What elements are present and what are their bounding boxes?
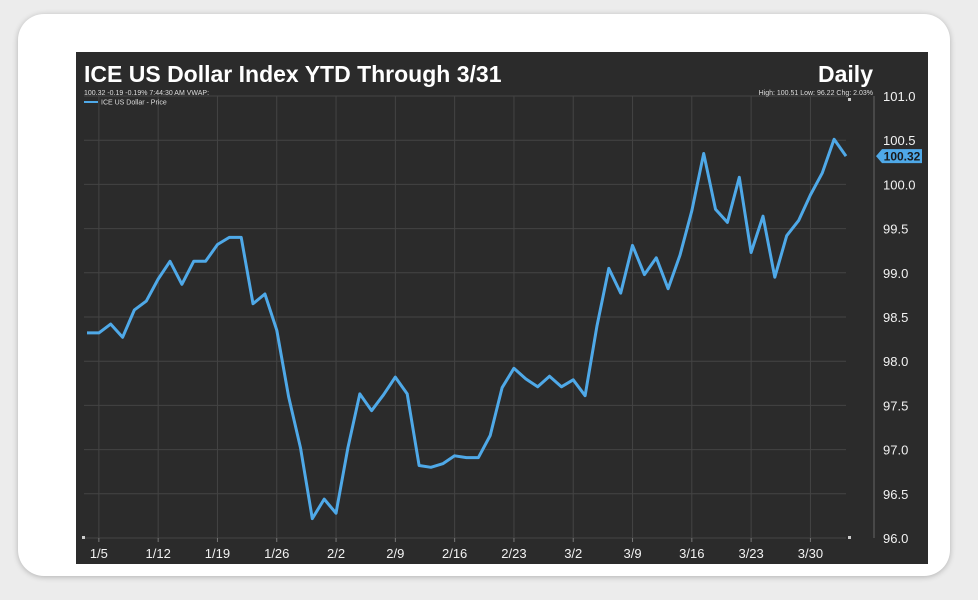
- y-tick-label: 101.0: [883, 89, 916, 104]
- plot-corner-marker: [848, 98, 851, 101]
- plot-corner-marker: [848, 536, 851, 539]
- x-tick-label: 3/16: [679, 546, 704, 561]
- y-tick-label: 96.0: [883, 531, 908, 546]
- x-tick-label: 1/5: [90, 546, 108, 561]
- x-tick-label: 1/19: [205, 546, 230, 561]
- series-line: [87, 137, 848, 521]
- x-tick-label: 3/30: [798, 546, 823, 561]
- x-tick-label: 2/9: [386, 546, 404, 561]
- last-value-label: 100.32: [884, 150, 921, 164]
- y-tick-label: 97.0: [883, 443, 908, 458]
- x-tick-label: 2/23: [501, 546, 526, 561]
- y-tick-label: 100.5: [883, 133, 916, 148]
- dollar-index-chart: 96.0 96.5 97.0 97.5 98.0 98.5 99.0 99.5 100.0 100…: [82, 61, 922, 561]
- chart-panel: 96.0 96.5 97.0 97.5 98.0 98.5 99.0 99.5 100.0 100…: [76, 52, 928, 564]
- quote-line: 100.32 -0.19 -0.19% 7:44:30 AM VWAP:: [84, 90, 209, 97]
- x-tick-label: 1/12: [146, 546, 171, 561]
- y-tick-label: 100.0: [883, 177, 916, 192]
- chart-frequency: Daily: [818, 61, 873, 87]
- legend-label: ICE US Dollar - Price: [101, 100, 167, 107]
- chart-title: ICE US Dollar Index YTD Through 3/31: [84, 61, 502, 87]
- y-tick-label: 98.5: [883, 310, 908, 325]
- y-tick-label: 99.5: [883, 222, 908, 237]
- y-tick-label: 98.0: [883, 354, 908, 369]
- x-tick-label: 3/9: [623, 546, 641, 561]
- x-tick-label: 2/2: [327, 546, 345, 561]
- y-tick-label: 96.5: [883, 487, 908, 502]
- y-tick-label: 99.0: [883, 266, 908, 281]
- x-tick-label: 1/26: [264, 546, 289, 561]
- chart-card: 96.0 96.5 97.0 97.5 98.0 98.5 99.0 99.5 100.0 100…: [18, 14, 950, 576]
- x-tick-label: 2/16: [442, 546, 467, 561]
- last-value-badge: [876, 149, 922, 164]
- plot-corner-marker: [82, 536, 85, 539]
- x-tick-label: 3/23: [738, 546, 763, 561]
- stats-line: High: 100.51 Low: 96.22 Chg: 2.03%: [759, 90, 873, 97]
- y-tick-label: 97.5: [883, 398, 908, 413]
- x-tick-label: 3/2: [564, 546, 582, 561]
